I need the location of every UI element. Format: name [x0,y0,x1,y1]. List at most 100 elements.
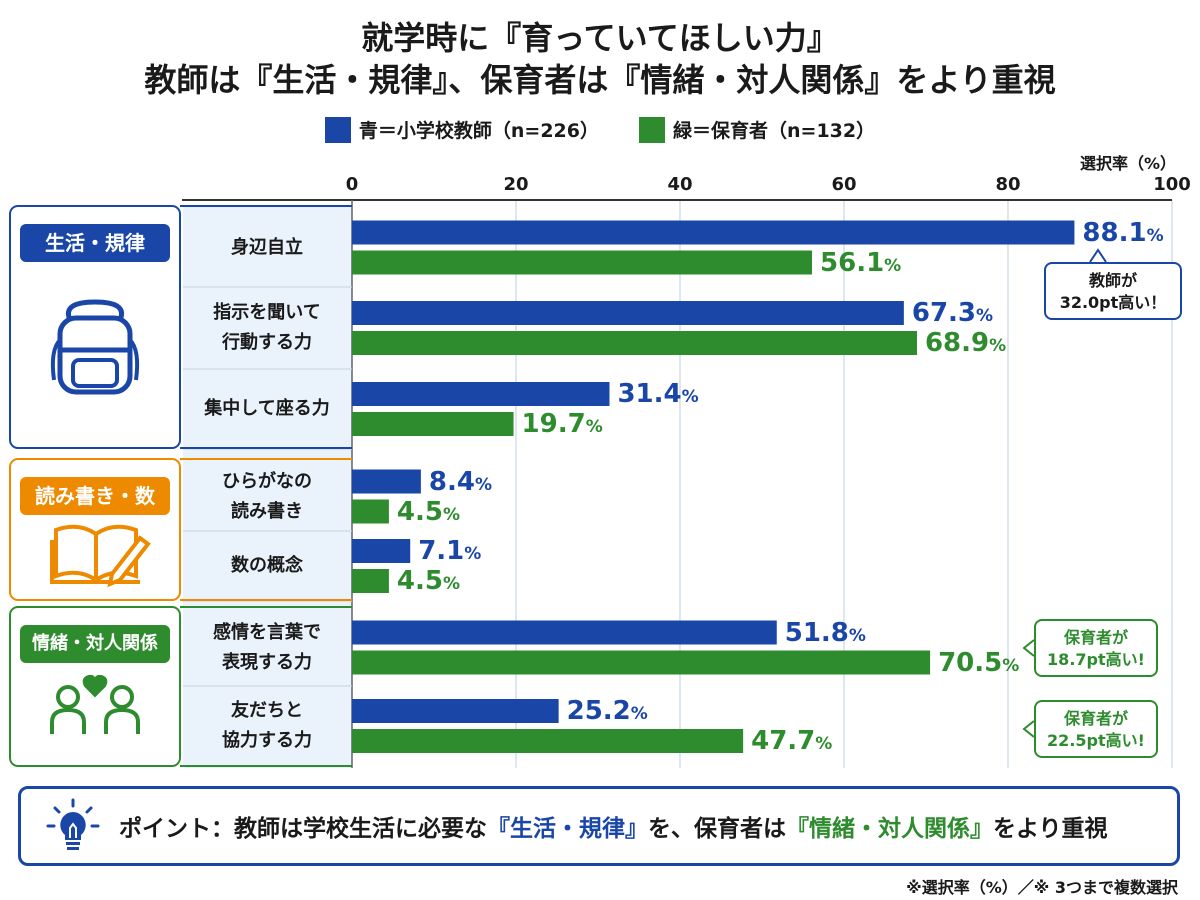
callout-pointer [1022,720,1035,738]
category-label: 感情を言葉で 表現する力 [184,609,350,686]
point-text: ポイント：教師は学校生活に必要な『生活・規律』を、保育者は『情緒・対人関係』をよ… [119,809,1108,843]
value-label-childcare: 68.9% [925,328,1006,361]
value-percent-sign: % [442,504,460,525]
people-heart-icon [50,674,140,734]
group-badge-1: 生活・規律 [20,224,170,262]
value-number: 8.4 [428,466,475,497]
category-label: 友だちと 協力する力 [184,686,350,766]
value-percent-sign: % [442,574,460,594]
value-number: 51.8 [784,617,849,648]
value-number: 25.2 [566,696,631,726]
axis-unit-label: 選択率（%） [1079,154,1176,173]
bar-childcare [352,331,917,355]
value-percent-sign: % [630,704,648,724]
category-label: 数の概念 [184,531,350,601]
category-label: ひらがなの 読み書き [184,462,350,531]
category-panel-bg [183,205,352,768]
value-percent-sign: % [989,336,1007,356]
point-middle: を、保育者は [648,816,786,842]
chart-title-line1: 就学時に『育っていてほしい力』 [361,19,839,57]
category-label: 集中して座る力 [184,369,350,449]
value-percent-sign: % [681,387,699,407]
value-label-teacher: 88.1% [1082,218,1163,251]
legend: 青＝小学校教師（n=226） 緑＝保育者（n=132） [0,116,1200,143]
value-label-childcare: 4.5% [397,566,460,599]
value-number: 7.1 [418,536,465,566]
value-number: 4.5 [396,566,443,596]
value-percent-sign: % [976,306,994,326]
point-highlight-emotion: 『情緒・対人関係』 [786,816,993,842]
bar-teacher [352,301,904,325]
x-tick-label: 0 [345,174,359,195]
category-label-line: 身辺自立 [231,236,303,258]
point-prefix: ポイント：教師は学校生活に必要な [119,816,487,842]
legend-swatch-teacher [324,116,351,143]
value-label-teacher: 8.4% [429,467,492,500]
point-suffix: をより重視 [993,816,1108,842]
value-number: 56.1 [820,247,885,278]
value-label-childcare: 47.7% [751,726,832,759]
difference-callout: 教師が 32.0pt高い！ [1044,262,1182,320]
bar-teacher [352,220,1075,245]
bar-teacher [352,620,777,645]
bar-childcare [352,412,514,436]
category-label-line: 協力する力 [222,730,312,751]
value-label-teacher: 51.8% [785,618,866,651]
x-tick-label: 20 [503,174,529,195]
value-label-childcare: 56.1% [820,248,901,281]
value-number: 70.5 [938,647,1003,678]
category-label-line: 行動する力 [222,332,312,353]
x-tick-label: 60 [831,174,857,195]
x-tick-label: 100 [1153,174,1191,195]
callout-pointer [1089,248,1107,263]
book-pencil-icon [50,524,151,588]
bar-teacher [352,469,421,494]
value-number: 31.4 [617,379,682,409]
value-percent-sign: % [884,255,902,276]
bar-teacher [352,699,559,723]
value-number: 67.3 [911,298,977,328]
x-tick-label: 80 [995,174,1021,195]
callout-pointer [1022,639,1035,657]
bar-teacher [352,539,411,563]
value-label-childcare: 4.5% [397,497,460,530]
legend-label-teacher: 青＝小学校教師（n=226） [358,120,599,142]
value-percent-sign: % [464,544,482,564]
value-label-childcare: 19.7% [522,409,603,442]
category-label-line: 数の概念 [231,555,303,576]
point-box: ポイント：教師は学校生活に必要な『生活・規律』を、保育者は『情緒・対人関係』をよ… [18,786,1180,866]
bar-childcare [352,650,931,675]
value-number: 88.1 [1082,217,1147,248]
category-label-line: 表現する力 [222,651,312,673]
legend-item-teacher: 青＝小学校教師（n=226） [324,116,599,143]
callout-line2: 32.0pt高い！ [1059,293,1167,312]
footnote: ※選択率（%）／※ 3つまで複数選択 [906,878,1178,897]
difference-callout: 保育者が 22.5pt高い! [1034,700,1158,758]
value-number: 47.7 [751,726,816,756]
bar-childcare [352,729,744,753]
value-label-childcare: 70.5% [938,648,1019,681]
legend-item-childcare: 緑＝保育者（n=132） [639,116,875,143]
group-badge-3: 情緒・対人関係 [20,625,170,663]
difference-callout: 保育者が 18.7pt高い! [1034,619,1158,677]
point-highlight-life: 『生活・規律』 [487,816,648,842]
callout-line2: 22.5pt高い! [1047,731,1145,750]
category-label-line: ひらがなの [222,470,312,492]
value-number: 19.7 [521,409,586,439]
backpack-icon [50,299,140,395]
value-number: 68.9 [924,328,990,358]
value-label-teacher: 67.3% [912,298,993,331]
callout-line1: 教師が [1088,271,1137,290]
value-percent-sign: % [1002,655,1020,676]
group-badge-2: 読み書き・数 [20,477,170,515]
legend-swatch-childcare [639,116,665,143]
callout-line2: 18.7pt高い! [1047,650,1145,669]
chart-title-line2: 教師は『生活・規律』、保育者は『情緒・対人関係』をより重視 [144,61,1056,99]
callout-line1: 保育者が [1063,709,1128,728]
bar-childcare [352,250,813,275]
value-percent-sign: % [474,474,492,495]
category-label-line: 集中して座る力 [204,398,330,419]
value-number: 4.5 [396,496,443,527]
callout-line1: 保育者が [1063,628,1128,647]
value-label-teacher: 7.1% [418,536,481,569]
